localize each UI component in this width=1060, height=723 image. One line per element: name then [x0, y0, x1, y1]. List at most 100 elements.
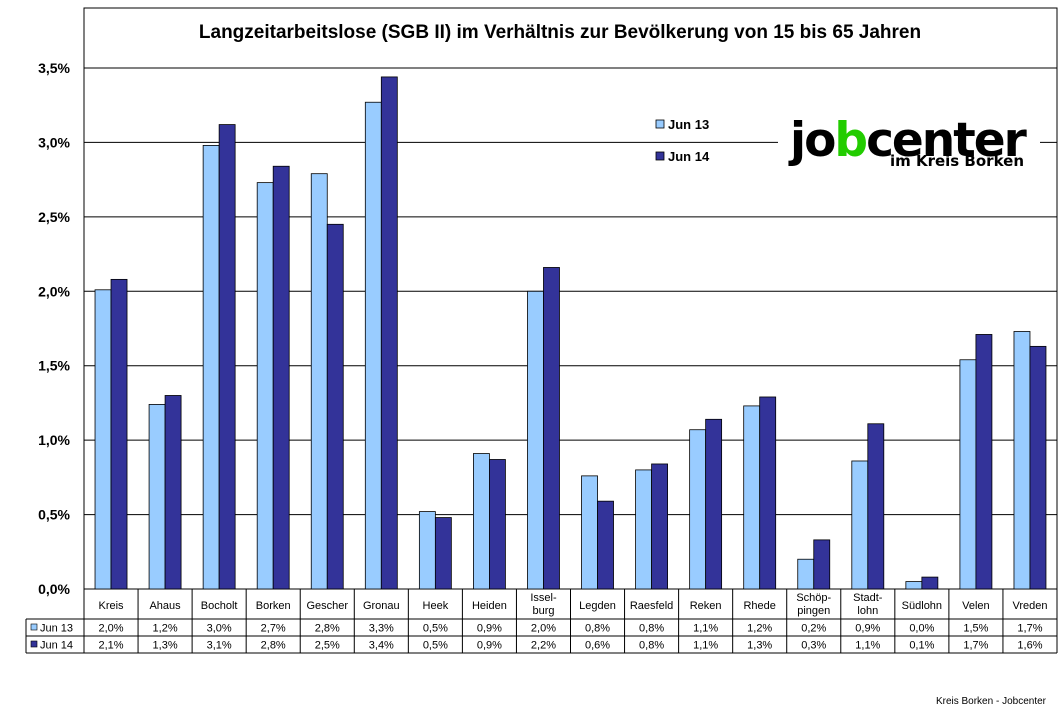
table-value: 2,2% — [531, 640, 556, 652]
y-tick-label: 3,0% — [38, 134, 70, 150]
table-value: 1,7% — [1017, 623, 1042, 635]
bar-jun14 — [272, 165, 290, 590]
category-label: Heek — [423, 600, 449, 612]
table-legend-key — [30, 623, 38, 631]
bar-jun13 — [635, 469, 652, 590]
bar-jun14 — [867, 423, 885, 590]
y-tick-label: 2,5% — [38, 209, 70, 225]
bar-jun14 — [759, 396, 777, 590]
table-value: 3,0% — [207, 623, 232, 635]
category-label: Gescher — [306, 600, 348, 612]
legend-label-jun14: Jun 14 — [668, 149, 710, 164]
bar-jun13 — [959, 359, 977, 590]
category-label: Raesfeld — [630, 600, 673, 612]
table-value: 0,1% — [909, 640, 934, 652]
category-label: Gronau — [363, 600, 400, 612]
y-tick-label: 1,5% — [38, 358, 70, 374]
chart-title: Langzeitarbeitslose (SGB II) im Verhältn… — [199, 22, 921, 43]
legend-swatch-jun14 — [655, 151, 665, 161]
bar-jun13 — [473, 453, 490, 590]
category-label: Südlohn — [902, 600, 942, 612]
table-value: 2,5% — [315, 640, 340, 652]
table-value: 2,0% — [531, 623, 556, 635]
y-tick-label: 2,0% — [38, 283, 70, 299]
bar-jun13 — [94, 289, 112, 590]
bar-jun14 — [489, 459, 506, 590]
bar-jun14 — [326, 223, 344, 590]
bar-jun14 — [434, 517, 452, 590]
legend: Jun 13 Jun 14 — [655, 117, 710, 164]
table-value: 1,6% — [1017, 640, 1042, 652]
logo-wordmark: jobcenter — [788, 113, 1028, 168]
bars — [94, 76, 1047, 590]
table-legend-key — [30, 640, 38, 648]
table-value: 0,9% — [477, 623, 502, 635]
table-value: 0,8% — [639, 640, 664, 652]
y-tick-label: 3,5% — [38, 60, 70, 76]
legend-label-jun13: Jun 13 — [668, 117, 709, 132]
table-value: 1,7% — [963, 640, 988, 652]
y-tick-label: 1,0% — [38, 432, 70, 448]
bar-jun14 — [1029, 345, 1047, 590]
jobcenter-logo: jobcenter im Kreis Borken — [778, 100, 1040, 175]
bar-jun13 — [364, 101, 382, 590]
category-label: Vreden — [1012, 600, 1047, 612]
logo-subtitle: im Kreis Borken — [890, 152, 1024, 170]
category-label: Bocholt — [201, 600, 238, 612]
bar-jun14 — [651, 463, 668, 590]
gridlines — [84, 67, 1057, 516]
bar-jun13 — [797, 558, 815, 590]
table-value: 0,6% — [585, 640, 610, 652]
category-label: Legden — [579, 600, 616, 612]
table-value: 1,1% — [855, 640, 880, 652]
y-axis-tick-labels: 0,0% 0,5% 1,0% 1,5% 2,0% 2,5% 3,0% 3,5% — [38, 60, 70, 597]
table-value: 2,0% — [98, 623, 123, 635]
table-value: 1,2% — [153, 623, 178, 635]
bar-jun14 — [164, 395, 182, 590]
bar-jun14 — [975, 334, 993, 590]
bar-jun13 — [851, 460, 869, 590]
table-value: 2,1% — [98, 640, 123, 652]
table-value: 3,3% — [369, 623, 394, 635]
table-value: 2,8% — [261, 640, 286, 652]
table-value: 3,1% — [207, 640, 232, 652]
bar-jun14 — [813, 539, 831, 590]
table-value: 0,9% — [477, 640, 502, 652]
table-value: 0,5% — [423, 623, 448, 635]
table-value: 2,8% — [315, 623, 340, 635]
table-value: 1,1% — [693, 623, 718, 635]
bar-jun13 — [256, 182, 274, 590]
category-label: Rhede — [743, 600, 775, 612]
y-tick-label: 0,0% — [38, 581, 70, 597]
category-label: Borken — [256, 600, 291, 612]
bar-jun13 — [148, 404, 166, 590]
bar-jun13 — [689, 429, 707, 590]
table-value: 0,0% — [909, 623, 934, 635]
table-series-name: Jun 13 — [40, 623, 73, 635]
bar-jun14 — [110, 278, 128, 590]
bar-jun13 — [1013, 331, 1031, 590]
y-tick-label: 0,5% — [38, 507, 70, 523]
data-table: Kreis Ahaus Bocholt Borken Gescher Gronau Heek… — [25, 589, 1058, 654]
category-label: Velen — [962, 600, 990, 612]
table-value: 0,9% — [855, 623, 880, 635]
table-value: 1,3% — [747, 640, 772, 652]
bar-jun13 — [905, 581, 923, 590]
table-series-name: Jun 14 — [40, 640, 73, 652]
bar-jun13 — [581, 475, 598, 590]
category-label: Kreis — [98, 600, 124, 612]
bar-jun14 — [705, 418, 723, 590]
bar-jun14 — [218, 124, 236, 590]
table-value: 0,8% — [585, 623, 610, 635]
bar-jun13 — [202, 145, 220, 590]
bar-jun13 — [418, 511, 436, 590]
table-value: 1,2% — [747, 623, 772, 635]
category-label: Ahaus — [149, 600, 181, 612]
bar-jun13 — [743, 405, 761, 590]
bar-jun14 — [543, 267, 560, 590]
category-label: Stadt-lohn — [853, 592, 883, 617]
footer-credit: Kreis Borken - Jobcenter — [935, 696, 1046, 707]
table-value: 1,1% — [693, 640, 718, 652]
category-label: Heiden — [472, 600, 507, 612]
